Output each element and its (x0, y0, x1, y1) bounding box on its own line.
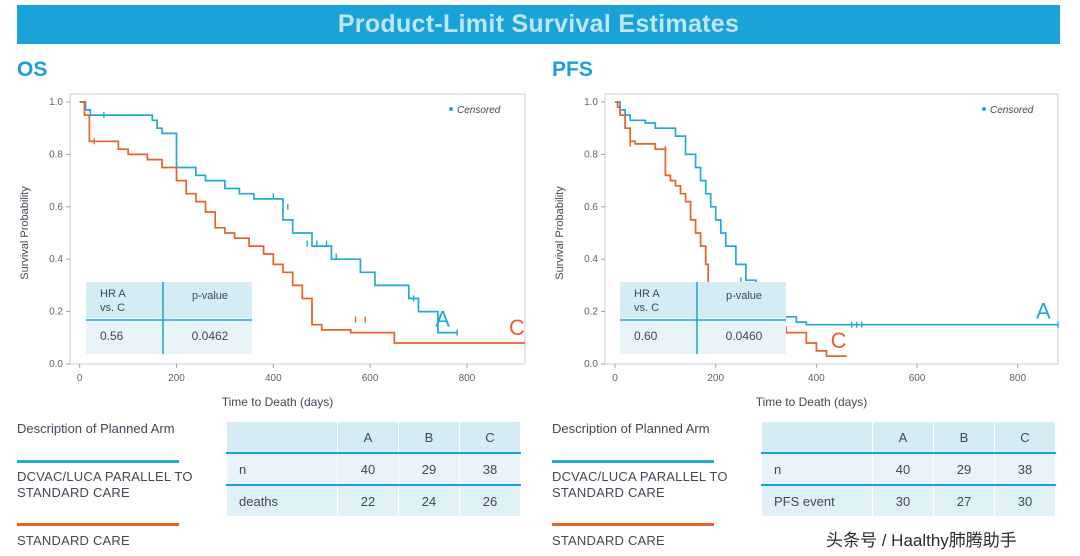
pfs-plot-frame (604, 93, 1059, 365)
os-series-a-line (79, 101, 458, 334)
pfs-legend-censored-marker (982, 107, 986, 111)
pfs-table-header-blank (761, 421, 873, 454)
os-row-deaths-a: 22 (337, 484, 399, 517)
pfs-legend-censored-label: Censored (990, 105, 1034, 116)
os-hr-value: 0.56 (100, 329, 124, 343)
os-row-n-c: 38 (459, 452, 521, 486)
os-hr-header-line1: HR A (100, 288, 126, 300)
pfs-pvalue-header: p-value (726, 290, 762, 302)
pfs-xtick-label: 800 (1009, 373, 1026, 384)
pfs-series-c-end-label: C (831, 328, 847, 353)
pfs-xtick-label: 200 (707, 373, 724, 384)
os-ytick-label: 1.0 (49, 97, 63, 108)
pfs-y-axis-label: Survival Probability (554, 186, 566, 280)
os-table-header-a: A (337, 421, 399, 454)
pfs-pvalue-value: 0.0460 (726, 329, 763, 343)
pfs-x-axis-label: Time to Death (days) (756, 395, 868, 409)
os-row-n-label: n (226, 452, 338, 486)
os-legend-censored-marker (449, 107, 453, 111)
pfs-arm-a-line (552, 460, 714, 463)
os-row-deaths-b: 24 (398, 484, 460, 517)
os-ytick-label: 0.2 (49, 307, 63, 318)
pfs-arm-c-label: STANDARD CARE (552, 533, 665, 548)
os-stats-table: A B C n 40 29 38 deaths 22 24 26 (226, 421, 521, 517)
pfs-hr-value: 0.60 (634, 329, 658, 343)
pfs-hr-box-header (620, 282, 786, 318)
os-legend-censored-label: Censored (457, 105, 501, 116)
pfs-table-header-a: A (872, 421, 934, 454)
pfs-arm-a-label: DCVAC/LUCA PARALLEL TO STANDARD CARE (552, 469, 728, 500)
os-description-heading: Description of Planned Arm (17, 421, 175, 436)
os-series-a-end-label: A (435, 307, 450, 332)
pfs-row-event-b: 27 (933, 484, 995, 517)
pfs-hr-header-line2: vs. C (634, 302, 659, 314)
os-xtick-label: 600 (362, 373, 379, 384)
table-row: deaths 22 24 26 (226, 484, 521, 517)
os-ytick-label: 0.8 (49, 149, 63, 160)
pfs-description-heading: Description of Planned Arm (552, 421, 710, 436)
pfs-table-header-c: C (994, 421, 1056, 454)
pfs-row-n-a: 40 (872, 452, 934, 486)
pfs-ytick-label: 0.6 (584, 202, 598, 213)
pfs-row-n-c: 38 (994, 452, 1056, 486)
os-series-c-end-label: C (509, 315, 525, 340)
watermark: 头条号 / Haalthy肺腾助手 (826, 531, 1017, 550)
os-series-c-line (79, 101, 525, 344)
pfs-table-header-b: B (933, 421, 995, 454)
os-row-n-b: 29 (398, 452, 460, 486)
pfs-row-n-label: n (761, 452, 873, 486)
table-row: PFS event 30 27 30 (761, 484, 1056, 517)
os-xtick-label: 200 (168, 373, 185, 384)
os-arm-c-label: STANDARD CARE (17, 533, 130, 548)
banner-title: Product-Limit Survival Estimates (17, 5, 1060, 44)
os-arm-a-line (17, 460, 179, 463)
os-table-header-b: B (398, 421, 460, 454)
pfs-stats-table: A B C n 40 29 38 PFS event 30 27 30 (761, 421, 1056, 517)
os-table-header-blank (226, 421, 338, 454)
os-xtick-label: 800 (459, 373, 476, 384)
os-ytick-label: 0.4 (49, 254, 63, 265)
os-x-axis-label: Time to Death (days) (222, 395, 334, 409)
pfs-row-event-c: 30 (994, 484, 1056, 517)
os-ytick-label: 0.0 (49, 359, 63, 370)
pfs-hr-header-line1: HR A (634, 288, 660, 300)
os-xtick-label: 400 (265, 373, 282, 384)
os-hr-header-line2: vs. C (100, 302, 125, 314)
pfs-ytick-label: 0.4 (584, 254, 598, 265)
pfs-ytick-label: 1.0 (584, 97, 598, 108)
os-panel-title: OS (17, 58, 48, 81)
pfs-panel-title: PFS (552, 58, 593, 81)
table-row: n 40 29 38 (226, 452, 521, 486)
os-row-n-a: 40 (337, 452, 399, 486)
os-arm-a-label: DCVAC/LUCA PARALLEL TO STANDARD CARE (17, 469, 193, 500)
pfs-ytick-label: 0.2 (584, 307, 598, 318)
pfs-xtick-label: 600 (909, 373, 926, 384)
pfs-xtick-label: 0 (612, 373, 618, 384)
pfs-arm-c-line (552, 523, 714, 526)
table-row: n 40 29 38 (761, 452, 1056, 486)
os-y-axis-label: Survival Probability (19, 186, 31, 280)
os-row-deaths-c: 26 (459, 484, 521, 517)
pfs-row-n-b: 29 (933, 452, 995, 486)
pfs-series-a-end-label: A (1036, 299, 1051, 324)
pfs-row-event-a: 30 (872, 484, 934, 517)
os-pvalue-header: p-value (192, 290, 228, 302)
os-xtick-label: 0 (77, 373, 83, 384)
os-ytick-label: 0.6 (49, 202, 63, 213)
pfs-row-event-label: PFS event (761, 484, 873, 517)
pfs-ytick-label: 0.8 (584, 149, 598, 160)
os-table-header-c: C (459, 421, 521, 454)
os-row-deaths-label: deaths (226, 484, 338, 517)
pfs-series-a-line (615, 101, 1058, 326)
os-plot-frame (69, 93, 526, 365)
os-pvalue-value: 0.0462 (192, 329, 229, 343)
os-arm-c-line (17, 523, 179, 526)
pfs-xtick-label: 400 (808, 373, 825, 384)
os-hr-box-header (86, 282, 252, 318)
pfs-ytick-label: 0.0 (584, 359, 598, 370)
